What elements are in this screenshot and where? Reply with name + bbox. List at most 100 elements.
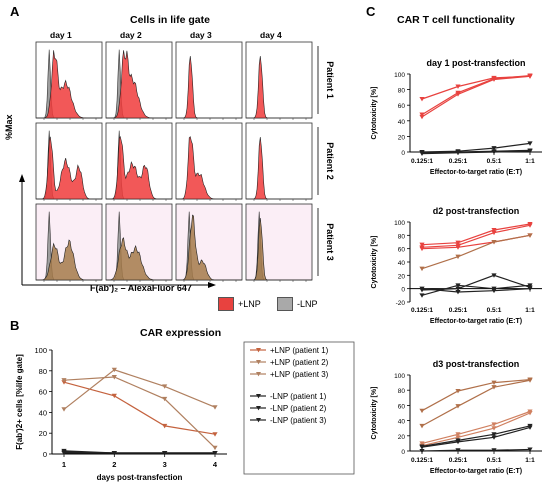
- y-tick-label: 20: [398, 273, 406, 280]
- series-line: [421, 142, 531, 153]
- x-tick-label: 3: [163, 460, 167, 469]
- histogram-red-curve: [176, 136, 242, 200]
- series-line: [421, 224, 531, 248]
- data-point: [491, 240, 497, 245]
- data-point: [527, 149, 533, 154]
- y-tick-label: 100: [394, 373, 405, 380]
- y-tick-label: 100: [394, 72, 405, 79]
- x-tick-label: 0.25:1: [449, 457, 468, 464]
- data-point: [419, 449, 425, 454]
- histogram-red-curve: [106, 135, 172, 200]
- data-point: [455, 432, 461, 437]
- histogram-grid: Patient 1 Patient 2 Patient 3: [19, 41, 335, 288]
- legend-plus-lnp: +LNP: [218, 297, 261, 311]
- data-point: [455, 92, 461, 97]
- data-point: [419, 246, 425, 252]
- y-tick-label: 40: [39, 408, 47, 417]
- panel-b-letter: B: [10, 318, 20, 333]
- y-axis-label-max: %Max: [4, 114, 14, 140]
- legend-minus-lnp-label: -LNP: [297, 299, 318, 309]
- histogram-red-curve: [36, 50, 102, 119]
- legend-frame: [243, 341, 355, 475]
- data-point: [491, 448, 497, 453]
- series-line: [421, 150, 531, 155]
- patient-label-1: Patient 1: [325, 61, 335, 99]
- series-line: [421, 288, 531, 293]
- data-point: [419, 293, 425, 298]
- histogram-red-curve: [246, 218, 312, 281]
- data-point: [527, 141, 533, 146]
- x-tick-label: 0.5:1: [487, 457, 502, 464]
- x-axis-title: Effector-to-target ratio (E:T): [430, 468, 522, 475]
- data-point: [527, 286, 533, 292]
- data-point: [455, 84, 461, 89]
- data-point: [419, 445, 425, 450]
- series-line: [421, 412, 531, 447]
- x-tick-label: 0.5:1: [487, 307, 502, 314]
- data-point: [111, 393, 117, 399]
- y-axis-title: Cytotoxicity [%]: [371, 387, 378, 440]
- patient-label-2: Patient 2: [325, 142, 335, 180]
- legend-marker: [256, 406, 261, 411]
- x-tick-label: 1:1: [525, 158, 535, 165]
- data-point: [527, 425, 533, 430]
- series-line: [421, 75, 531, 118]
- data-point: [419, 408, 425, 414]
- data-point: [491, 380, 497, 385]
- x-tick-label: 0.125:1: [411, 307, 433, 314]
- y-tick-label: -20: [396, 300, 406, 307]
- histogram-red-curve: [106, 237, 172, 281]
- series-line: [421, 75, 531, 100]
- x-tick-label: 0.25:1: [449, 158, 468, 165]
- patient-label-3: Patient 3: [325, 223, 335, 261]
- data-point: [491, 77, 497, 82]
- x-tick-label: 1: [62, 460, 66, 469]
- data-point: [111, 375, 117, 380]
- y-tick-label: 60: [398, 103, 406, 110]
- x-arrow-head: [208, 282, 216, 288]
- y-arrow-head: [19, 174, 25, 182]
- histogram-cell: [245, 41, 313, 119]
- cytotox-day3-chart: 0 20 40 60 80 100 0.125:1 0.25:1 0.5:1 1:1Effecto…: [371, 359, 542, 475]
- y-tick-label: 0: [43, 450, 47, 459]
- series-line: [421, 223, 531, 246]
- data-point: [491, 385, 497, 390]
- legend-minus-lnp: -LNP: [277, 297, 318, 311]
- day-label-2: day 2: [120, 30, 142, 40]
- y-tick-label: 40: [398, 119, 406, 126]
- histogram-cell: [245, 203, 313, 281]
- series-line: [421, 379, 531, 427]
- histogram-red-curve: [176, 56, 242, 119]
- day-label-3: day 3: [190, 30, 212, 40]
- data-point: [212, 450, 218, 456]
- y-tick-label: 60: [398, 403, 406, 410]
- legend-label: -LNP (patient 2): [270, 404, 327, 413]
- data-point: [527, 411, 533, 416]
- legend-label: -LNP (patient 1): [270, 392, 327, 401]
- y-tick-label: 80: [39, 367, 47, 376]
- legend-marker: [256, 418, 261, 423]
- legend-marker: [256, 394, 261, 399]
- series-line: [421, 425, 531, 447]
- series-line: [421, 274, 531, 291]
- data-point: [455, 388, 461, 394]
- legend-label: +LNP (patient 3): [270, 370, 329, 379]
- x-tick-label: 1:1: [525, 457, 535, 464]
- data-point: [162, 396, 168, 402]
- data-point: [111, 450, 117, 456]
- data-point: [491, 426, 497, 431]
- data-point: [491, 146, 497, 151]
- y-tick-label: 60: [39, 388, 47, 397]
- data-point: [455, 435, 461, 440]
- data-point: [419, 441, 425, 446]
- x-axis-title: days post-transfection: [97, 473, 183, 482]
- data-point: [455, 290, 461, 295]
- y-axis-title: Cytotoxicity [%]: [371, 87, 378, 140]
- legend-swatch-grey: [277, 297, 293, 311]
- histogram-red-curve: [176, 214, 242, 281]
- data-point: [527, 233, 533, 238]
- x-axis-title: Effector-to-target ratio (E:T): [430, 318, 522, 325]
- data-point: [491, 288, 497, 294]
- y-tick-label: 40: [398, 419, 406, 426]
- chart-title: day 1 post-transfection: [426, 58, 525, 68]
